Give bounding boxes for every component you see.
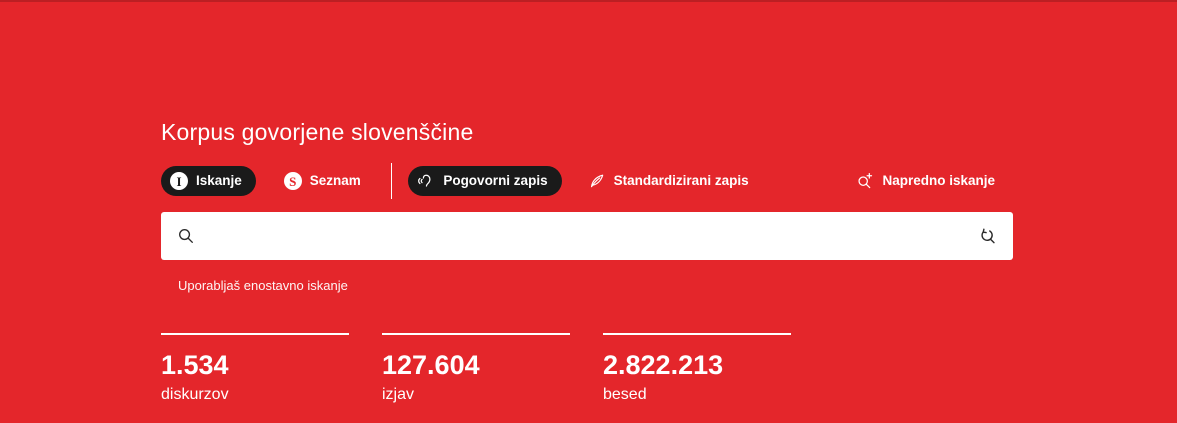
tab-row: I Iskanje S Seznam Pogovorni zapis xyxy=(161,163,1013,199)
search-bar xyxy=(161,212,1013,260)
stat-label: diskurzov xyxy=(161,385,229,403)
tab-seznam[interactable]: S Seznam xyxy=(282,166,363,196)
search-history-button[interactable] xyxy=(978,227,997,246)
stat-label: besed xyxy=(603,385,647,403)
stat-rule xyxy=(161,333,349,335)
tab-pogovorni-zapis-label: Pogovorni zapis xyxy=(443,173,548,189)
tab-group-divider xyxy=(390,163,393,199)
stat-besed: 2.822.213 besed xyxy=(603,333,791,404)
stat-value: 127.604 xyxy=(382,350,480,380)
stat-label: izjav xyxy=(382,385,415,403)
search-plus-icon xyxy=(856,172,874,190)
tab-seznam-label: Seznam xyxy=(309,173,361,189)
iskanje-badge-icon: I xyxy=(170,172,188,190)
search-input[interactable] xyxy=(205,226,968,246)
stat-izjav: 127.604 izjav xyxy=(382,333,570,404)
stat-value: 2.822.213 xyxy=(603,350,724,380)
seznam-badge-icon: S xyxy=(283,172,302,190)
ear-soundwaves-icon xyxy=(417,172,435,190)
tab-iskanje[interactable]: I Iskanje xyxy=(161,166,256,196)
quill-icon xyxy=(588,172,606,190)
corpus-stats: 1.534 diskurzov 127.604 izjav 2.822.213 … xyxy=(161,333,824,404)
stat-rule xyxy=(603,333,791,335)
tab-pogovorni-zapis[interactable]: Pogovorni zapis xyxy=(408,166,562,196)
search-icon xyxy=(177,227,195,245)
tab-standardizirani-zapis[interactable]: Standardizirani zapis xyxy=(586,166,751,196)
tab-iskanje-label: Iskanje xyxy=(196,173,242,189)
stat-diskurzov: 1.534 diskurzov xyxy=(161,333,349,404)
advanced-search-link[interactable]: Napredno iskanje xyxy=(854,166,997,196)
page-title: Korpus govorjene slovenščine xyxy=(161,119,474,146)
top-edge-divider xyxy=(0,0,1177,2)
stat-rule xyxy=(382,333,570,335)
stat-value: 1.534 xyxy=(161,350,229,380)
tab-standardizirani-zapis-label: Standardizirani zapis xyxy=(613,173,749,189)
search-mode-helper-text: Uporabljaš enostavno iskanje xyxy=(178,278,348,293)
advanced-search-label: Napredno iskanje xyxy=(882,173,995,189)
